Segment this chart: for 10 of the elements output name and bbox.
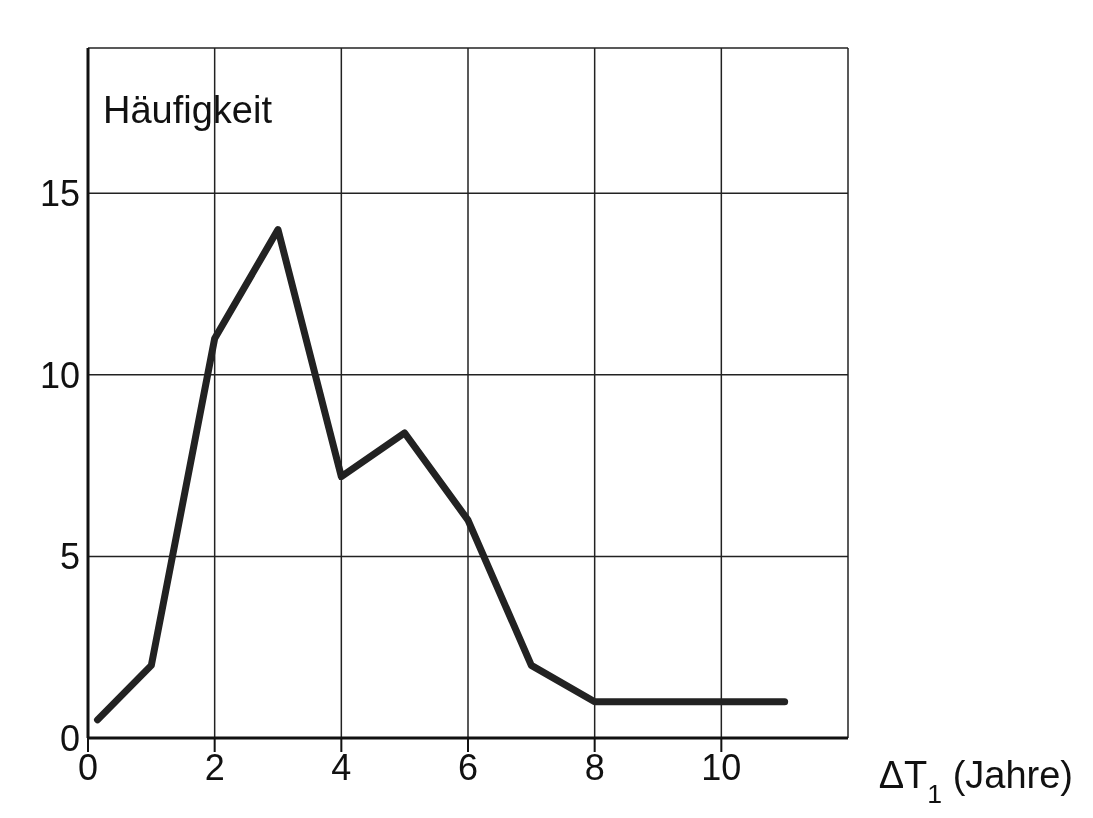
x-tick-label: 10 (701, 746, 742, 788)
y-tick-label: 5 (59, 536, 80, 578)
x-tick-label: 6 (457, 746, 479, 788)
x-tick-label: 2 (204, 746, 225, 788)
y-tick-label: 15 (39, 173, 80, 215)
x-axis-title: ΔT$_{1}$ (Jahre) (878, 754, 1073, 809)
x-tick-label: 4 (331, 746, 352, 788)
y-tick-label: 10 (39, 354, 80, 396)
y-tick-label: 0 (59, 717, 80, 759)
x-tick-label: 8 (584, 746, 605, 788)
